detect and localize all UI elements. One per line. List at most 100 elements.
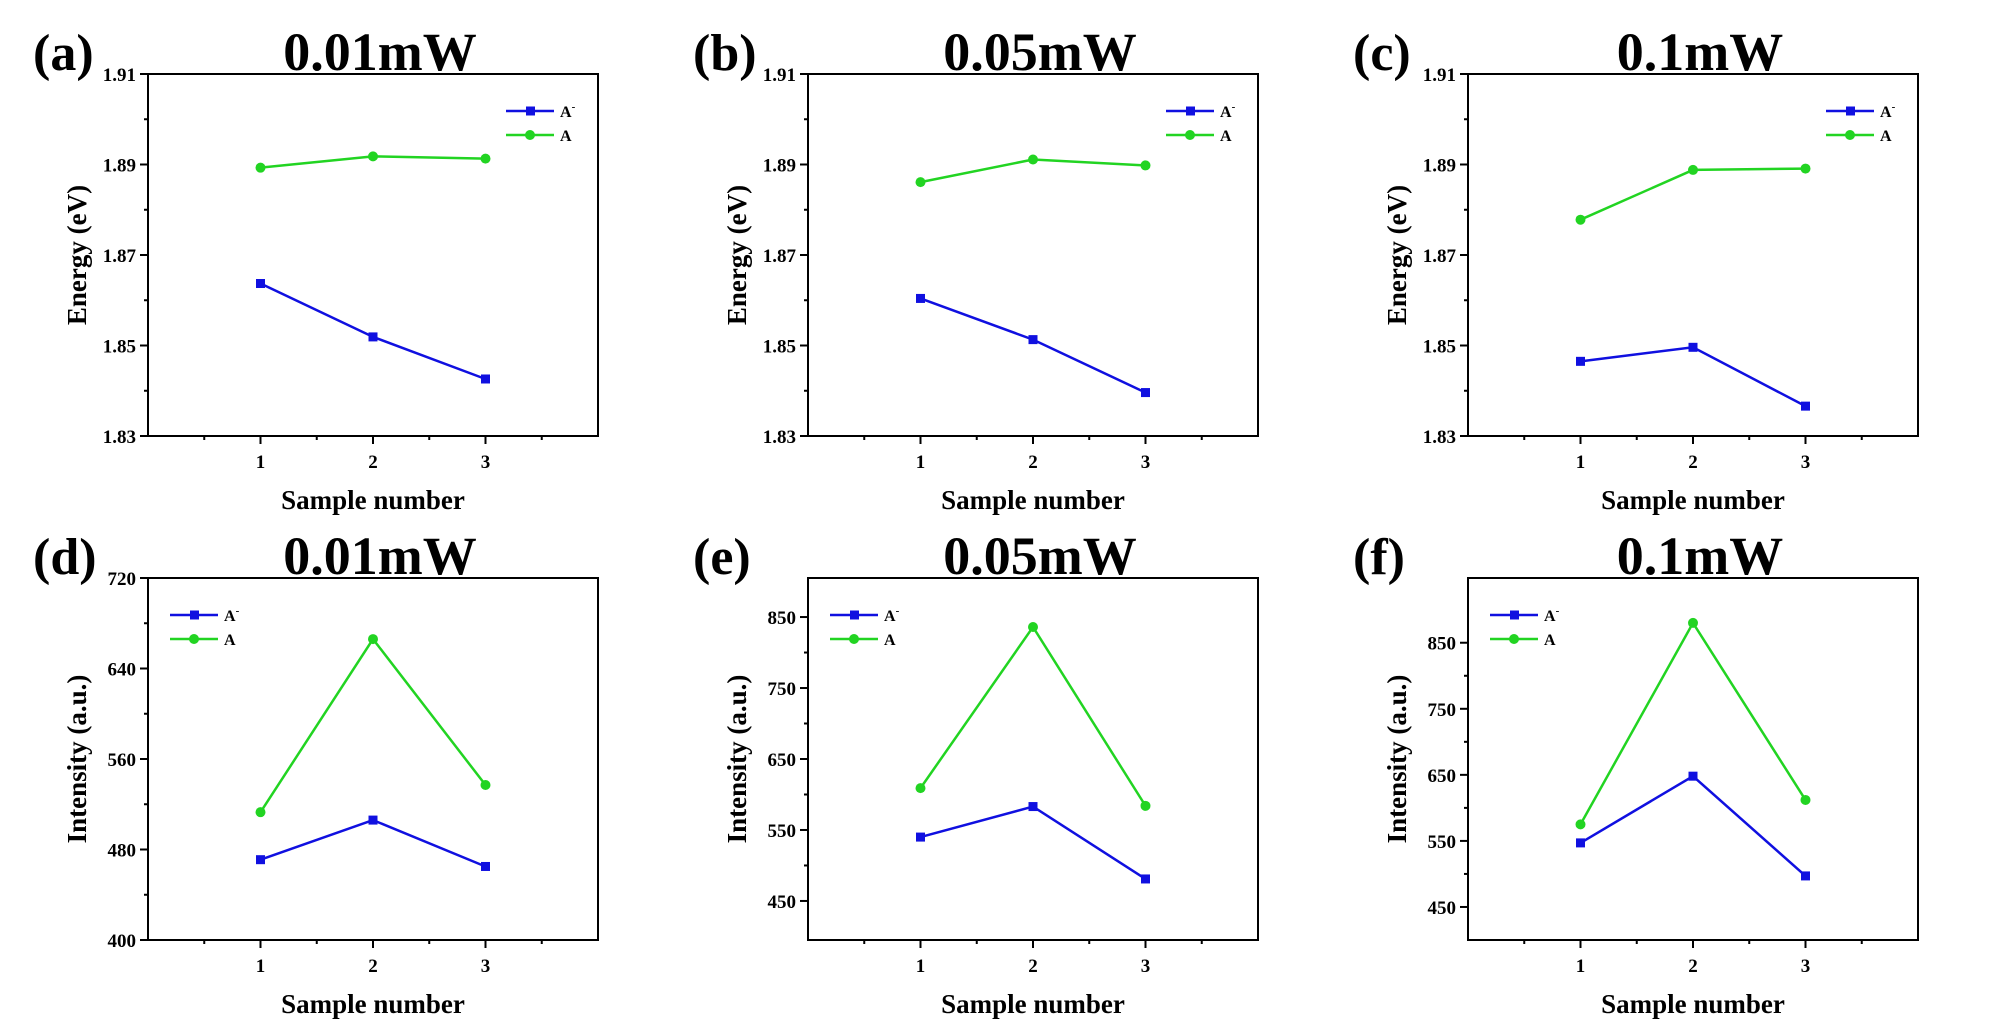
legend-label: A- [1544,605,1560,625]
x-axis-label: Sample number [941,989,1125,1019]
x-tick-label: 1 [1576,956,1586,977]
y-tick-label: 1.91 [1423,65,1456,86]
x-tick-label: 3 [1141,452,1151,473]
data-point [256,855,265,865]
legend-marker [849,634,859,644]
data-point [915,177,926,188]
series-line [920,297,1147,394]
data-point [481,374,490,384]
data-point [916,293,925,303]
x-tick-label: 2 [1028,956,1038,977]
legend-marker [1509,634,1519,644]
panel-label: (d) [33,529,97,586]
plot-frame [147,577,599,941]
x-tick-label: 2 [1688,452,1698,473]
y-tick-label: 1.83 [763,427,796,448]
series-a [1575,617,1811,830]
legend-marker [1186,106,1195,116]
series-line [1580,346,1807,408]
chart-panel-1: (a) 0.01mW 1.83 1.85 1.87 1.89 1.91 1 2 3 Sample n… [33,22,599,515]
y-tick-label: 850 [768,608,797,629]
legend-label: A [1880,128,1892,145]
data-point [1576,356,1585,366]
data-point [1028,621,1038,632]
data-point [1575,214,1586,225]
data-point [1141,874,1150,884]
series-a-minus [916,293,1150,398]
series-line [259,636,487,813]
chart-panel-5: (e) 0.05mW 450 550 650 750 850 1 2 3 Sample number… [693,526,1259,1019]
y-tick-label: 1.91 [103,65,136,86]
y-tick-label: 750 [1428,700,1457,721]
legend-marker [525,130,535,140]
x-tick-label: 1 [256,452,266,473]
legend-marker [1185,130,1195,140]
legend-marker [850,610,859,620]
data-point [1688,771,1698,781]
chart-panel-3: (c) 0.1mW 1.83 1.85 1.87 1.89 1.91 1 2 3 Sample nu… [1353,22,1919,515]
series-line [260,818,486,868]
x-tick-label: 1 [916,452,926,473]
x-tick-label: 3 [1801,452,1811,473]
chart-title: 0.01mW [283,526,476,586]
data-point [1140,160,1151,171]
legend-marker [1845,130,1855,140]
data-point [1688,164,1698,175]
series-line [1579,620,1807,826]
data-point [1028,335,1038,345]
legend-label: A [1220,128,1232,145]
data-point [1141,388,1150,398]
panel-label: (b) [693,25,757,82]
panel-label: (e) [693,529,751,586]
legend-label: A- [1880,101,1896,121]
data-point [1801,401,1810,411]
y-tick-label: 1.89 [103,156,136,177]
x-axis-label: Sample number [1601,989,1785,1019]
chart-panel-2: (b) 0.05mW 1.83 1.85 1.87 1.89 1.91 1 2 3 Sample n… [693,22,1259,515]
y-tick-label: 550 [768,821,797,842]
data-point [1688,617,1698,628]
x-tick-label: 1 [1576,452,1586,473]
plot-frame [1467,73,1919,437]
series-a-minus [916,802,1150,884]
legend: A- A [1826,101,1896,145]
chart-panel-6: (f) 0.1mW 450 550 650 750 850 1 2 3 Sample number I… [1353,526,1919,1019]
y-tick-label: 1.91 [763,65,796,86]
legend-label: A- [560,101,576,121]
data-point [1688,342,1698,352]
legend-label: A [884,632,896,649]
legend: A- A [506,101,576,145]
y-axis-label: Energy (eV) [62,185,92,325]
chart-title: 0.05mW [943,526,1136,586]
legend: A- A [1166,101,1236,145]
x-tick-label: 2 [368,956,378,977]
legend-marker [189,634,199,644]
y-tick-label: 1.85 [103,337,136,358]
legend: A- A [1490,605,1560,649]
y-tick-label: 1.85 [763,337,796,358]
legend: A- A [830,605,900,649]
y-tick-label: 1.89 [763,156,796,177]
y-tick-label: 1.87 [103,246,137,267]
series-a [255,634,491,818]
y-tick-label: 480 [108,841,137,862]
y-tick-label: 450 [1428,898,1457,919]
y-tick-label: 1.89 [1423,156,1456,177]
y-axis-label: Energy (eV) [1382,185,1412,325]
x-axis-label: Sample number [281,989,465,1019]
x-tick-label: 1 [256,956,266,977]
chart-title: 0.01mW [283,22,476,82]
legend-label: A [560,128,572,145]
chart-title: 0.1mW [1617,22,1783,82]
panel-label: (f) [1353,529,1405,586]
data-point [1801,871,1810,881]
series-a [1575,163,1811,225]
panel-label: (c) [1353,25,1411,82]
series-line [919,624,1147,807]
y-tick-label: 640 [108,660,137,681]
y-tick-label: 550 [1428,832,1457,853]
y-tick-label: 1.87 [763,246,797,267]
series-a-minus [256,815,490,871]
legend-label: A- [224,605,240,625]
